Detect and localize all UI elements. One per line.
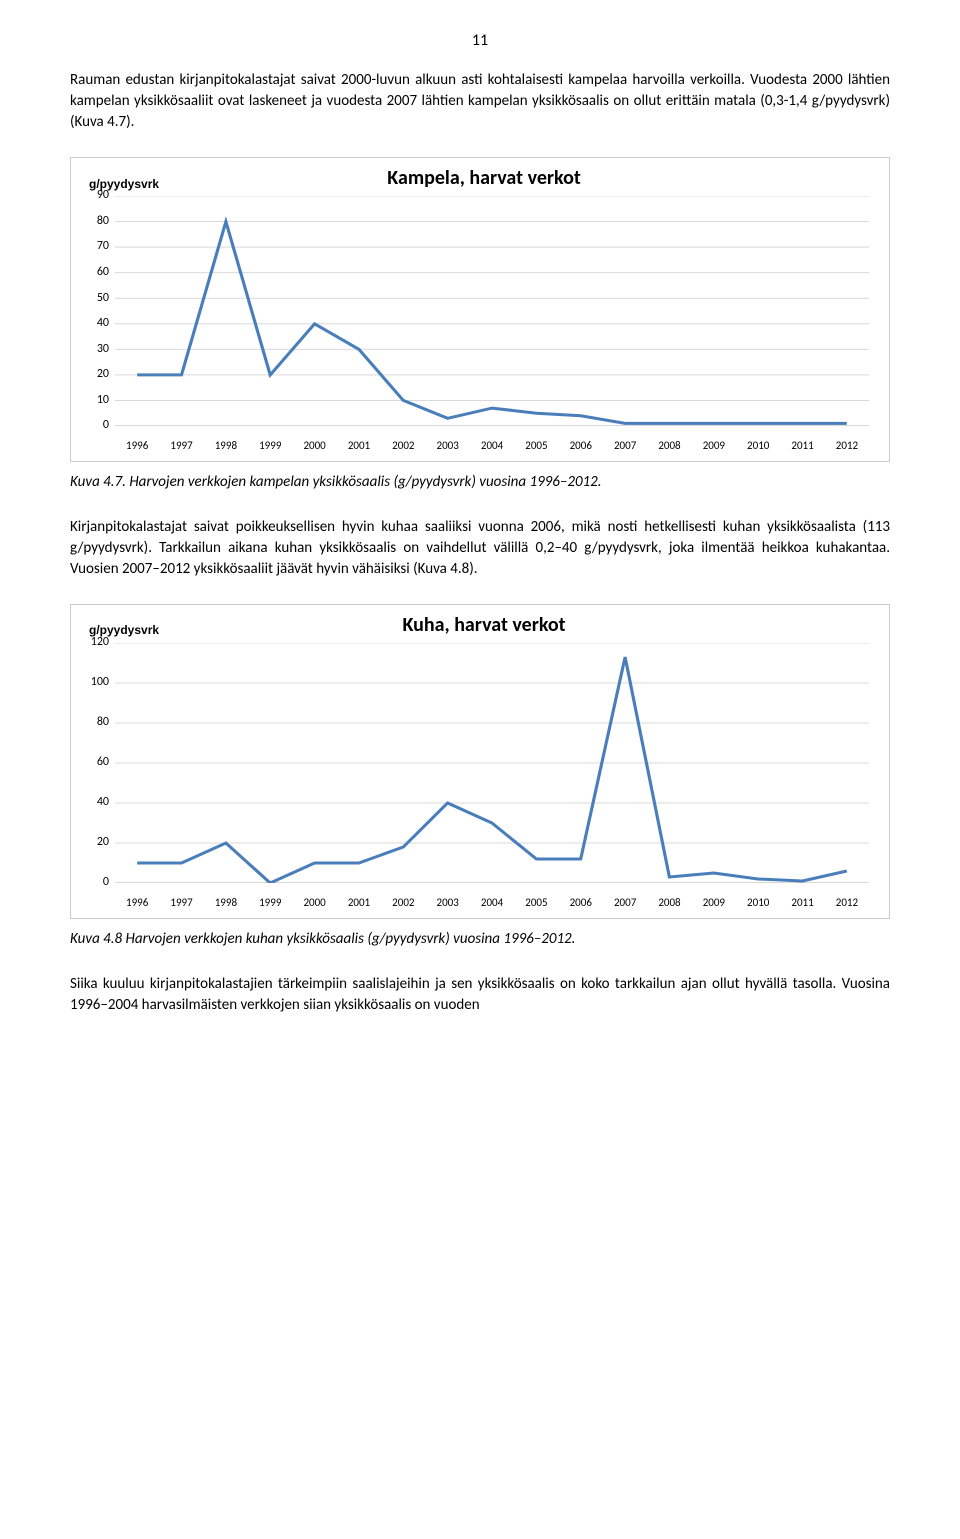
xtick-label: 2003 (426, 438, 470, 453)
xtick-label: 2001 (337, 895, 381, 910)
xtick-label: 2007 (603, 895, 647, 910)
chart1-yaxis: 9080706050403020100 (81, 196, 115, 426)
xtick-label: 2005 (514, 895, 558, 910)
xtick-label: 2004 (470, 438, 514, 453)
xtick-label: 1999 (248, 895, 292, 910)
xtick-label: 2012 (825, 438, 869, 453)
xtick-label: 2007 (603, 438, 647, 453)
xtick-label: 1998 (204, 438, 248, 453)
xtick-label: 2012 (825, 895, 869, 910)
paragraph-3: Siika kuuluu kirjanpitokalastajien tärke… (70, 974, 890, 1016)
xtick-label: 1998 (204, 895, 248, 910)
xtick-label: 2000 (292, 438, 336, 453)
xtick-label: 2011 (780, 895, 824, 910)
chart-kuha: g/pyydysvrk Kuha, harvat verkot 12010080… (70, 604, 890, 919)
xtick-label: 1999 (248, 438, 292, 453)
xtick-label: 2010 (736, 895, 780, 910)
xtick-label: 2011 (780, 438, 824, 453)
chart2-title: Kuha, harvat verkot (159, 611, 809, 639)
xtick-label: 2008 (647, 895, 691, 910)
xtick-label: 2006 (559, 895, 603, 910)
caption-1: Kuva 4.7. Harvojen verkkojen kampelan yk… (70, 472, 890, 493)
xtick-label: 2000 (292, 895, 336, 910)
xtick-label: 2003 (426, 895, 470, 910)
paragraph-1: Rauman edustan kirjanpitokalastajat saiv… (70, 70, 890, 133)
paragraph-2: Kirjanpitokalastajat saivat poikkeuksell… (70, 517, 890, 580)
xtick-label: 2005 (514, 438, 558, 453)
xtick-label: 2009 (692, 895, 736, 910)
xtick-label: 1997 (159, 895, 203, 910)
xtick-label: 2006 (559, 438, 603, 453)
page-number: 11 (70, 30, 890, 52)
xtick-label: 1997 (159, 438, 203, 453)
chart2-xaxis: 1996199719981999200020012002200320042005… (71, 891, 889, 910)
chart1-plot (115, 196, 869, 433)
caption-2: Kuva 4.8 Harvojen verkkojen kuhan yksikk… (70, 929, 890, 950)
chart2-plot (115, 643, 869, 890)
chart1-title: Kampela, harvat verkot (159, 164, 809, 192)
xtick-label: 2008 (647, 438, 691, 453)
xtick-label: 2002 (381, 438, 425, 453)
chart2-yaxis: 120100806040200 (81, 643, 115, 883)
xtick-label: 2004 (470, 895, 514, 910)
xtick-label: 2002 (381, 895, 425, 910)
xtick-label: 2010 (736, 438, 780, 453)
xtick-label: 2009 (692, 438, 736, 453)
chart-kampela: g/pyydysvrk Kampela, harvat verkot 90807… (70, 157, 890, 462)
xtick-label: 1996 (115, 895, 159, 910)
xtick-label: 1996 (115, 438, 159, 453)
xtick-label: 2001 (337, 438, 381, 453)
chart1-xaxis: 1996199719981999200020012002200320042005… (71, 434, 889, 453)
